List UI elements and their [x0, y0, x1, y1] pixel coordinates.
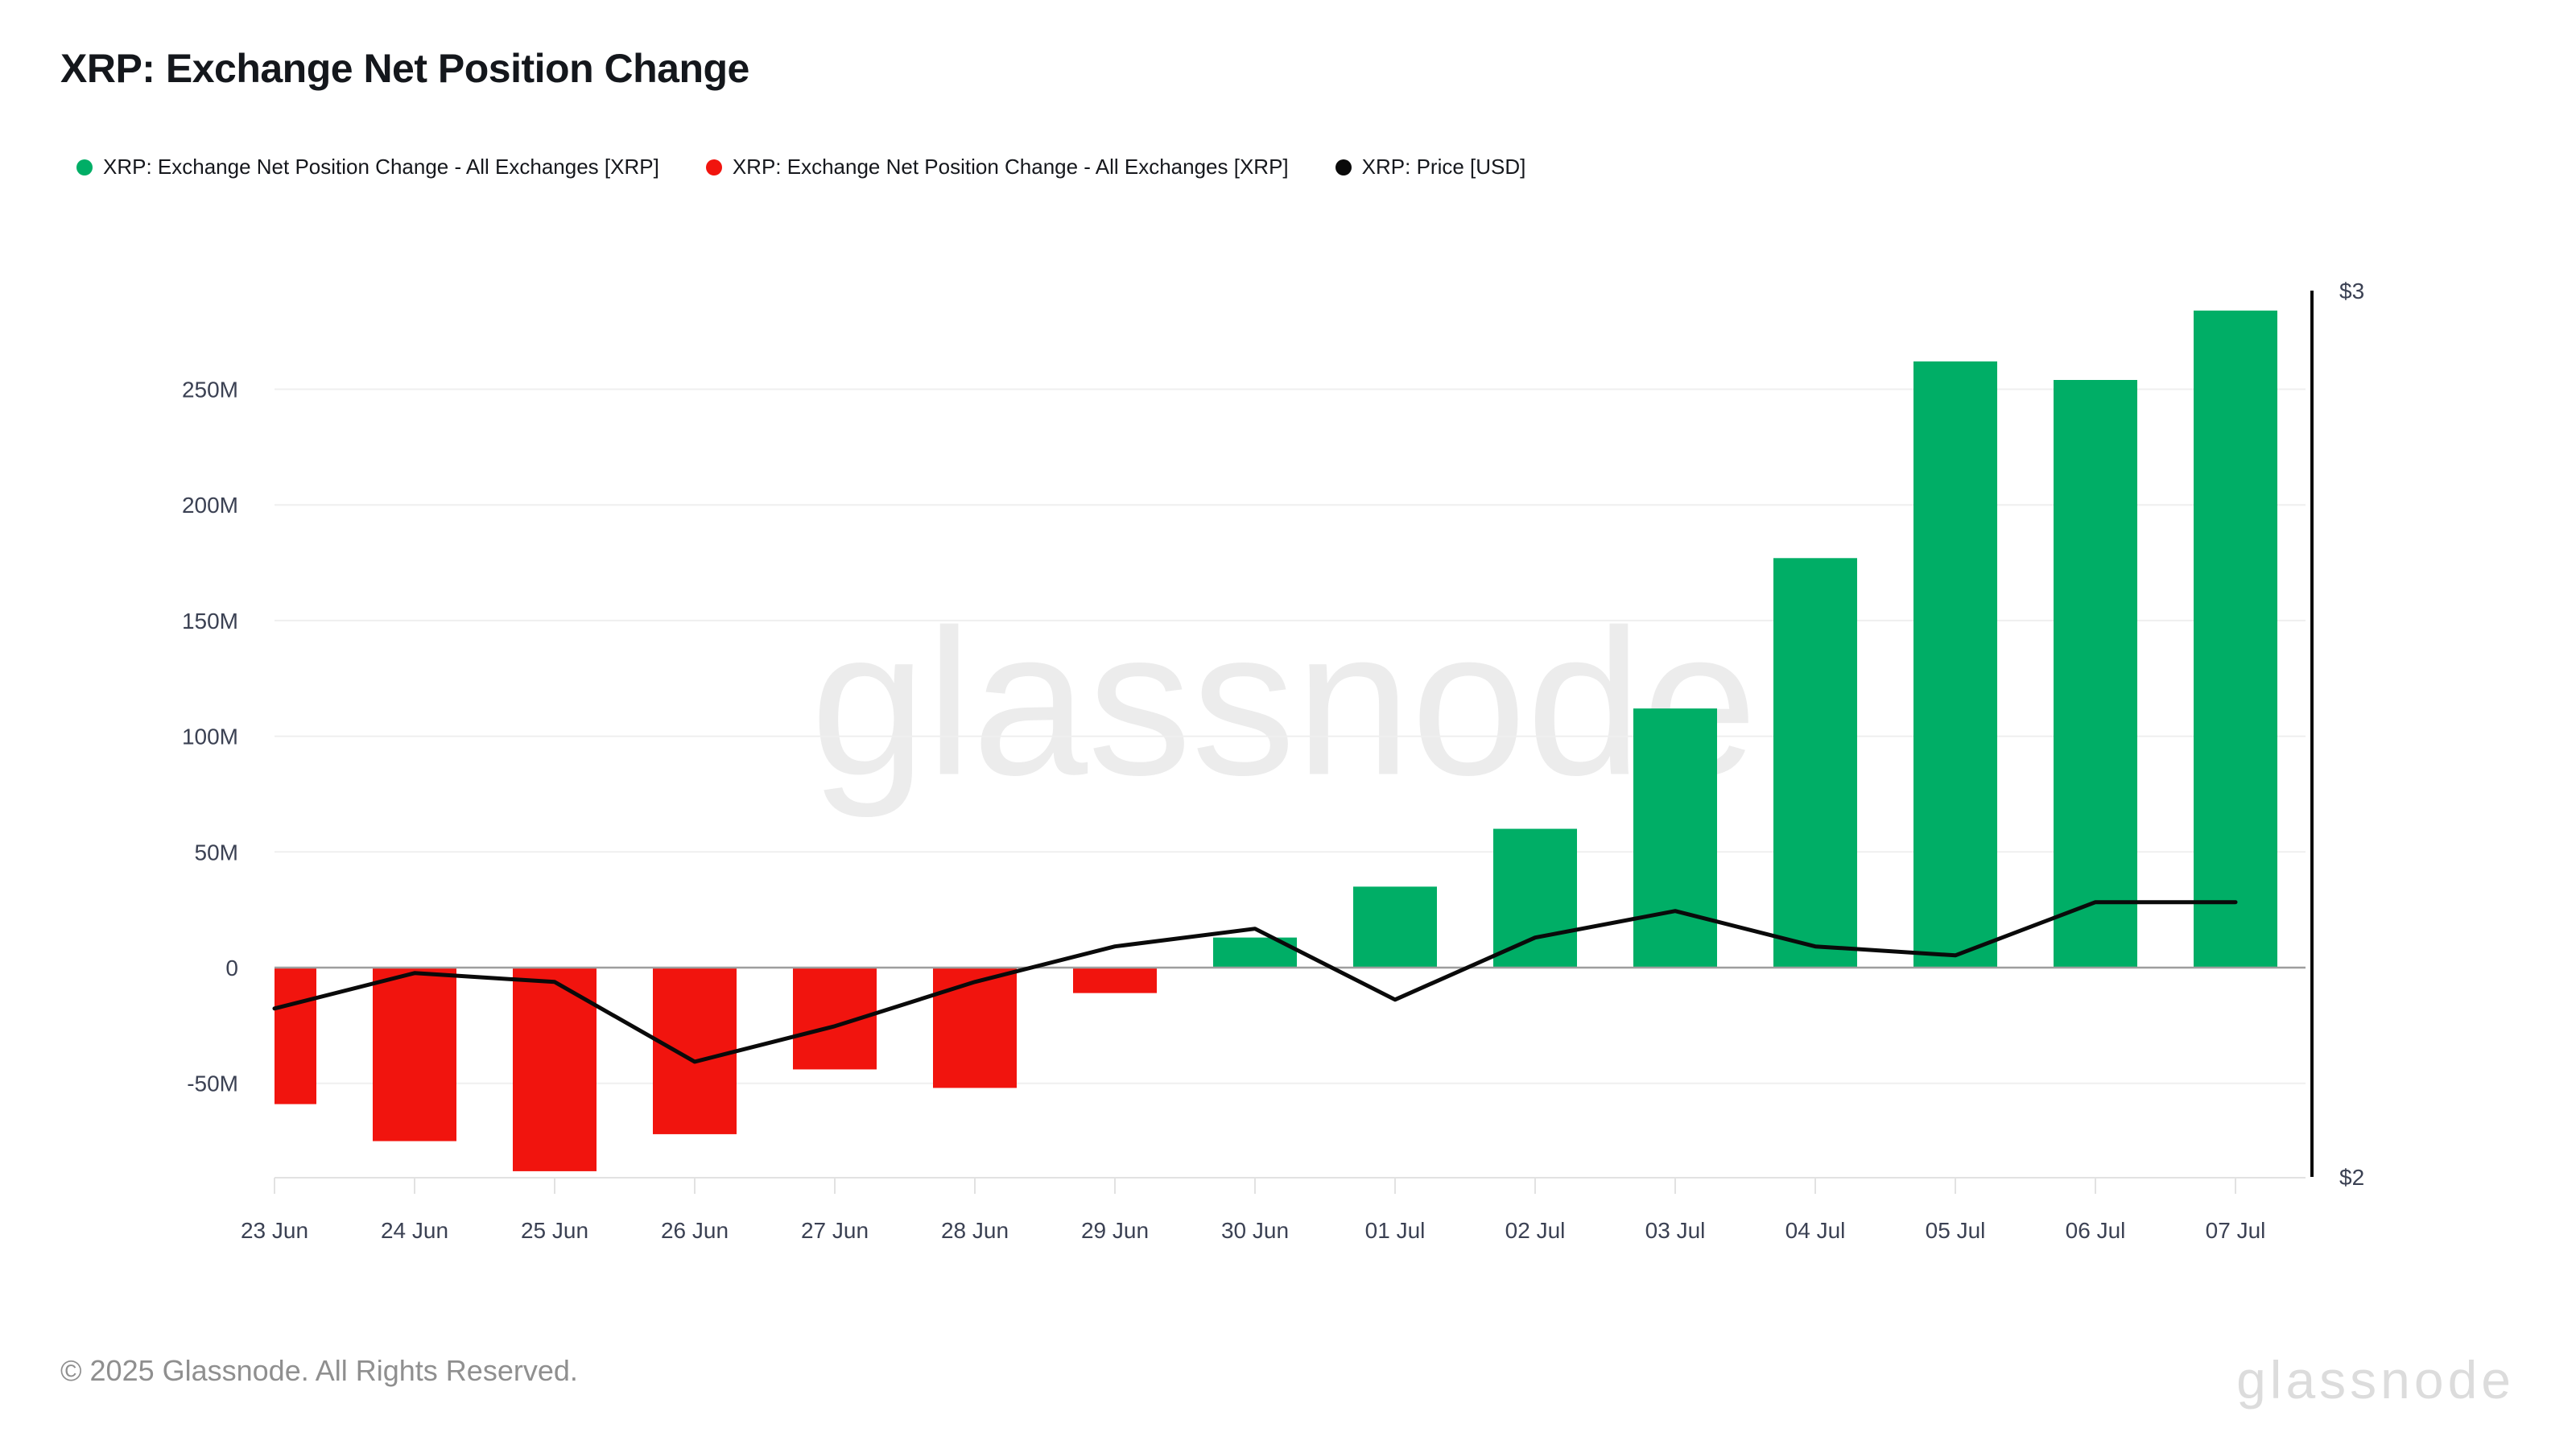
legend-dot-icon [705, 159, 722, 175]
legend-dot-icon [76, 159, 93, 175]
bar-positive [2054, 380, 2137, 968]
y-axis-tick-label: 200M [182, 493, 238, 518]
x-axis-tick-label: 28 Jun [941, 1218, 1009, 1243]
x-axis-tick-label: 07 Jul [2206, 1218, 2266, 1243]
x-axis-tick-label: 26 Jun [661, 1218, 729, 1243]
x-axis-tick-label: 03 Jul [1645, 1218, 1706, 1243]
legend-label: XRP: Exchange Net Position Change - All … [103, 155, 659, 179]
x-axis-tick-label: 24 Jun [381, 1218, 448, 1243]
watermark: glassnode [810, 585, 1758, 819]
bar-negative [653, 968, 737, 1134]
bar-positive [1633, 708, 1717, 968]
x-axis-tick-label: 30 Jun [1221, 1218, 1289, 1243]
y-axis-tick-label: -50M [187, 1071, 238, 1096]
bar-negative [373, 968, 456, 1141]
y-axis-tick-label: 150M [182, 609, 238, 634]
legend-label: XRP: Exchange Net Position Change - All … [732, 155, 1289, 179]
bar-positive [1353, 886, 1437, 968]
y-axis-tick-label: 0 [225, 956, 238, 980]
y-axis-tick-label: 100M [182, 724, 238, 749]
price-line [272, 900, 2238, 1064]
x-axis-tick-label: 02 Jul [1505, 1218, 1566, 1243]
x-axis-tick-label: 06 Jul [2066, 1218, 2126, 1243]
bar-positive [1773, 558, 1857, 968]
x-axis-tick-label: 27 Jun [801, 1218, 869, 1243]
price-axis-tick-label: $3 [2339, 279, 2364, 303]
y-axis-tick-label: 250M [182, 378, 238, 402]
legend-item-0[interactable]: XRP: Exchange Net Position Change - All … [76, 155, 659, 180]
page-title: XRP: Exchange Net Position Change [60, 46, 749, 91]
bar-negative [275, 968, 316, 1104]
copyright-text: © 2025 Glassnode. All Rights Reserved. [60, 1354, 578, 1387]
legend: XRP: Exchange Net Position Change - All … [76, 155, 1525, 180]
legend-item-1[interactable]: XRP: Exchange Net Position Change - All … [705, 155, 1289, 180]
y-axis-tick-label: 50M [195, 840, 238, 865]
glassnode-logo: glassnode [2236, 1350, 2515, 1410]
x-axis-tick-label: 23 Jun [241, 1218, 308, 1243]
legend-dot-icon [1335, 159, 1352, 175]
bar-negative [513, 968, 597, 1171]
bar-negative [933, 968, 1017, 1088]
x-axis-tick-label: 25 Jun [521, 1218, 588, 1243]
x-axis-tick-label: 01 Jul [1365, 1218, 1426, 1243]
price-axis-tick-label: $2 [2339, 1165, 2364, 1190]
x-axis-tick-label: 05 Jul [1926, 1218, 1986, 1243]
x-axis-tick-label: 04 Jul [1785, 1218, 1846, 1243]
bar-positive [1493, 828, 1577, 968]
bar-positive [2194, 310, 2277, 968]
bar-negative [1073, 968, 1157, 993]
x-axis-tick-label: 29 Jun [1081, 1218, 1149, 1243]
bar-positive [1913, 361, 1997, 968]
legend-item-2[interactable]: XRP: Price [USD] [1335, 155, 1526, 180]
legend-label: XRP: Price [USD] [1361, 155, 1526, 179]
